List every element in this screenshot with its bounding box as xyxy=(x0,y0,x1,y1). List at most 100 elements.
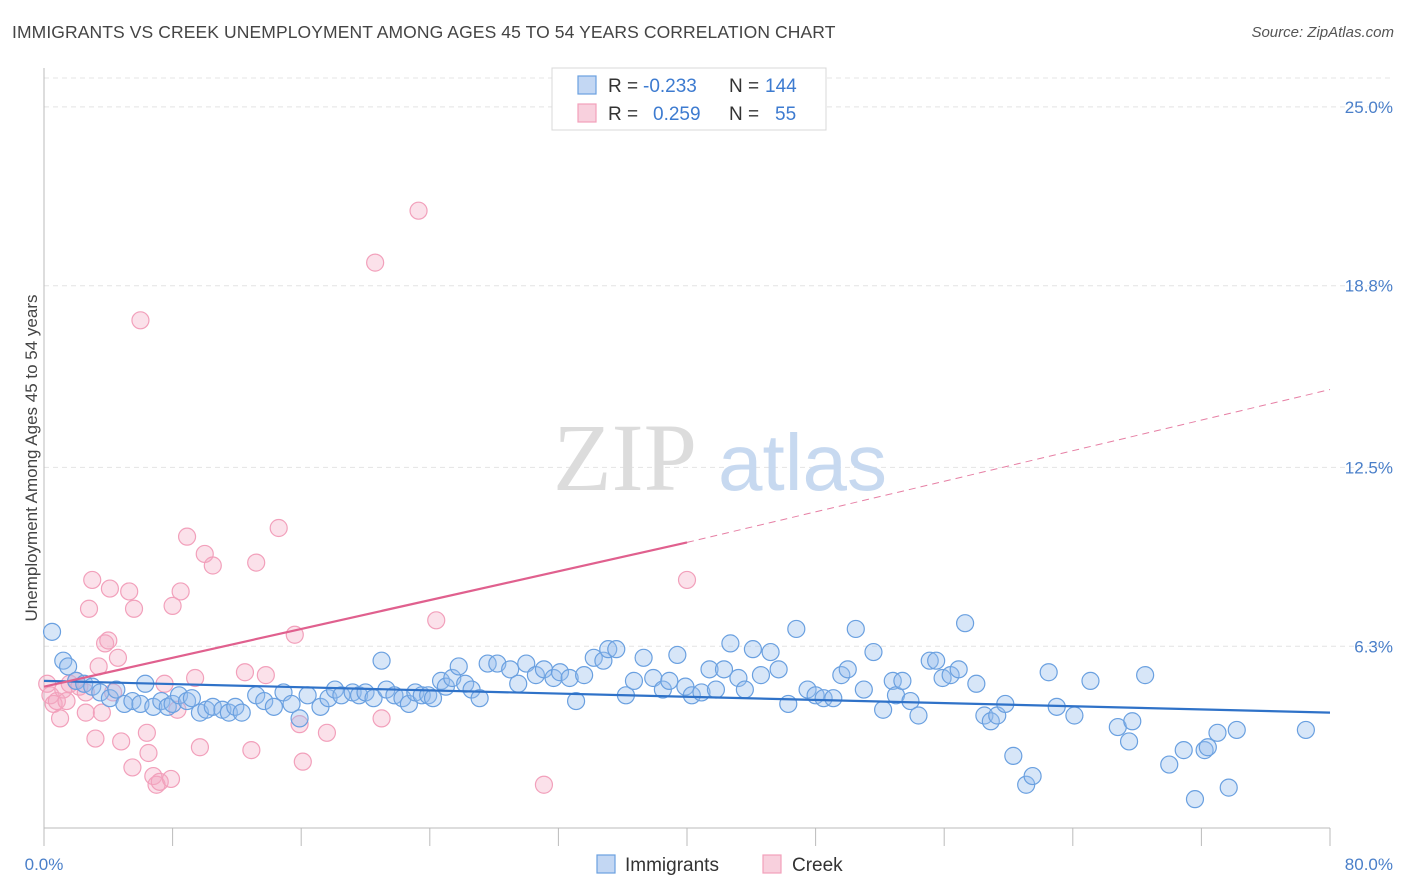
creek-point-37 xyxy=(177,527,197,546)
immigrants-point-69 xyxy=(575,666,594,685)
immigrants-point-95 xyxy=(787,619,806,639)
creek-point-11 xyxy=(76,703,95,722)
legend-swatch-immigrants xyxy=(596,854,616,874)
legend-label-immigrants: Immigrants xyxy=(625,855,719,876)
creek-point-50 xyxy=(317,723,337,742)
y-tick-label-0: 6.3% xyxy=(1354,637,1393,656)
creek-point-38 xyxy=(186,668,205,688)
x-tick-label-1: 80.0% xyxy=(1345,855,1393,874)
stats-n-value-creek: 55 xyxy=(775,104,796,125)
creek-point-43 xyxy=(242,741,261,760)
creek-trend-extension xyxy=(686,389,1331,543)
stats-n-label-creek: N = xyxy=(729,104,759,125)
creek-point-52 xyxy=(372,709,391,728)
immigrants-point-135 xyxy=(1185,790,1205,809)
immigrants-point-139 xyxy=(1219,778,1238,797)
immigrants-point-61 xyxy=(509,674,528,693)
x-tick-labels: 0.0% 80.0% xyxy=(25,855,1393,874)
immigrants-point-32 xyxy=(290,709,309,728)
immigrants-point-46 xyxy=(399,694,419,714)
immigrants-point-102 xyxy=(846,619,865,639)
creek-point-16 xyxy=(92,703,111,722)
stats-r-label-immigrants: R = xyxy=(608,76,638,97)
watermark-zip: ZIP xyxy=(553,404,697,511)
creek-point-3 xyxy=(47,691,66,711)
creek-trend-line xyxy=(43,541,688,688)
immigrants-point-54 xyxy=(449,657,468,676)
stats-r-value-creek: 0.259 xyxy=(653,104,701,125)
creek-point-41 xyxy=(203,556,222,575)
creek-point-31 xyxy=(150,772,169,791)
immigrants-point-98 xyxy=(814,689,833,708)
immigrants-point-115 xyxy=(949,660,968,679)
immigrants-point-87 xyxy=(721,634,740,653)
immigrants-point-60 xyxy=(501,660,520,679)
creek-point-51 xyxy=(366,253,385,272)
stats-n-value-immigrants: 144 xyxy=(765,76,797,97)
immigrants-point-88 xyxy=(729,668,748,688)
immigrants-point-37 xyxy=(332,686,351,705)
creek-point-21 xyxy=(108,648,128,667)
immigrants-point-103 xyxy=(854,680,873,699)
immigrants-point-58 xyxy=(478,654,497,673)
immigrants-point-105 xyxy=(874,700,893,719)
immigrants-point-73 xyxy=(607,640,626,659)
immigrants-trend-line xyxy=(43,679,1331,714)
immigrants-point-117 xyxy=(967,674,986,693)
creek-point-44 xyxy=(247,553,266,572)
immigrants-point-86 xyxy=(714,660,734,679)
stats-legend-box xyxy=(551,67,827,131)
immigrants-point-1 xyxy=(54,651,73,670)
immigrants-point-116 xyxy=(955,614,975,633)
source-credit: Source: ZipAtlas.com xyxy=(1251,24,1394,41)
creek-point-19 xyxy=(100,579,120,598)
immigrants-point-75 xyxy=(624,671,644,690)
creek-point-13 xyxy=(83,570,102,590)
immigrants-point-18 xyxy=(177,691,197,711)
series-legend: Immigrants Creek xyxy=(596,854,843,876)
y-axis-label: Unemployment Among Ages 45 to 54 years xyxy=(22,295,41,622)
immigrants-point-132 xyxy=(1136,666,1155,685)
stats-r-label-creek: R = xyxy=(608,104,638,125)
creek-point-55 xyxy=(534,775,554,794)
creek-point-33 xyxy=(161,769,181,789)
creek-point-18 xyxy=(99,631,118,650)
immigrants-point-84 xyxy=(700,660,719,679)
creek-point-4 xyxy=(50,709,70,728)
creek-point-54 xyxy=(427,611,446,630)
creek-point-48 xyxy=(290,715,309,734)
creek-point-24 xyxy=(123,758,142,777)
immigrants-point-51 xyxy=(431,671,451,690)
immigrants-point-125 xyxy=(1039,663,1058,682)
immigrants-point-141 xyxy=(1296,720,1315,740)
creek-point-20 xyxy=(104,683,123,702)
immigrants-point-28 xyxy=(255,691,274,711)
creek-points xyxy=(38,201,697,794)
immigrants-points xyxy=(42,614,1315,809)
creek-point-36 xyxy=(171,582,190,601)
immigrants-point-67 xyxy=(560,668,579,688)
immigrants-point-57 xyxy=(470,689,489,708)
immigrants-point-110 xyxy=(909,706,928,725)
immigrants-point-0 xyxy=(42,622,62,641)
immigrants-point-128 xyxy=(1081,671,1100,690)
watermark-atlas: atlas xyxy=(718,418,887,507)
immigrants-point-99 xyxy=(824,689,843,708)
immigrants-point-42 xyxy=(372,651,391,670)
y-tick-label-1: 12.5% xyxy=(1345,458,1393,477)
creek-point-23 xyxy=(120,582,139,601)
immigrants-point-92 xyxy=(761,642,780,662)
immigrants-point-101 xyxy=(838,660,857,679)
immigrants-point-137 xyxy=(1198,738,1217,757)
creek-point-28 xyxy=(139,743,158,763)
immigrants-point-2 xyxy=(59,657,78,676)
immigrants-point-71 xyxy=(594,651,613,670)
immigrants-point-31 xyxy=(282,694,301,714)
immigrants-point-108 xyxy=(893,671,912,690)
stats-legend: R = -0.233 N = 144 R = 0.259 N = 55 xyxy=(551,67,827,131)
immigrants-point-19 xyxy=(182,689,201,708)
creek-point-42 xyxy=(235,663,255,682)
creek-point-6 xyxy=(57,691,76,711)
y-tick-label-2: 18.8% xyxy=(1345,277,1393,296)
immigrants-point-15 xyxy=(158,697,177,716)
